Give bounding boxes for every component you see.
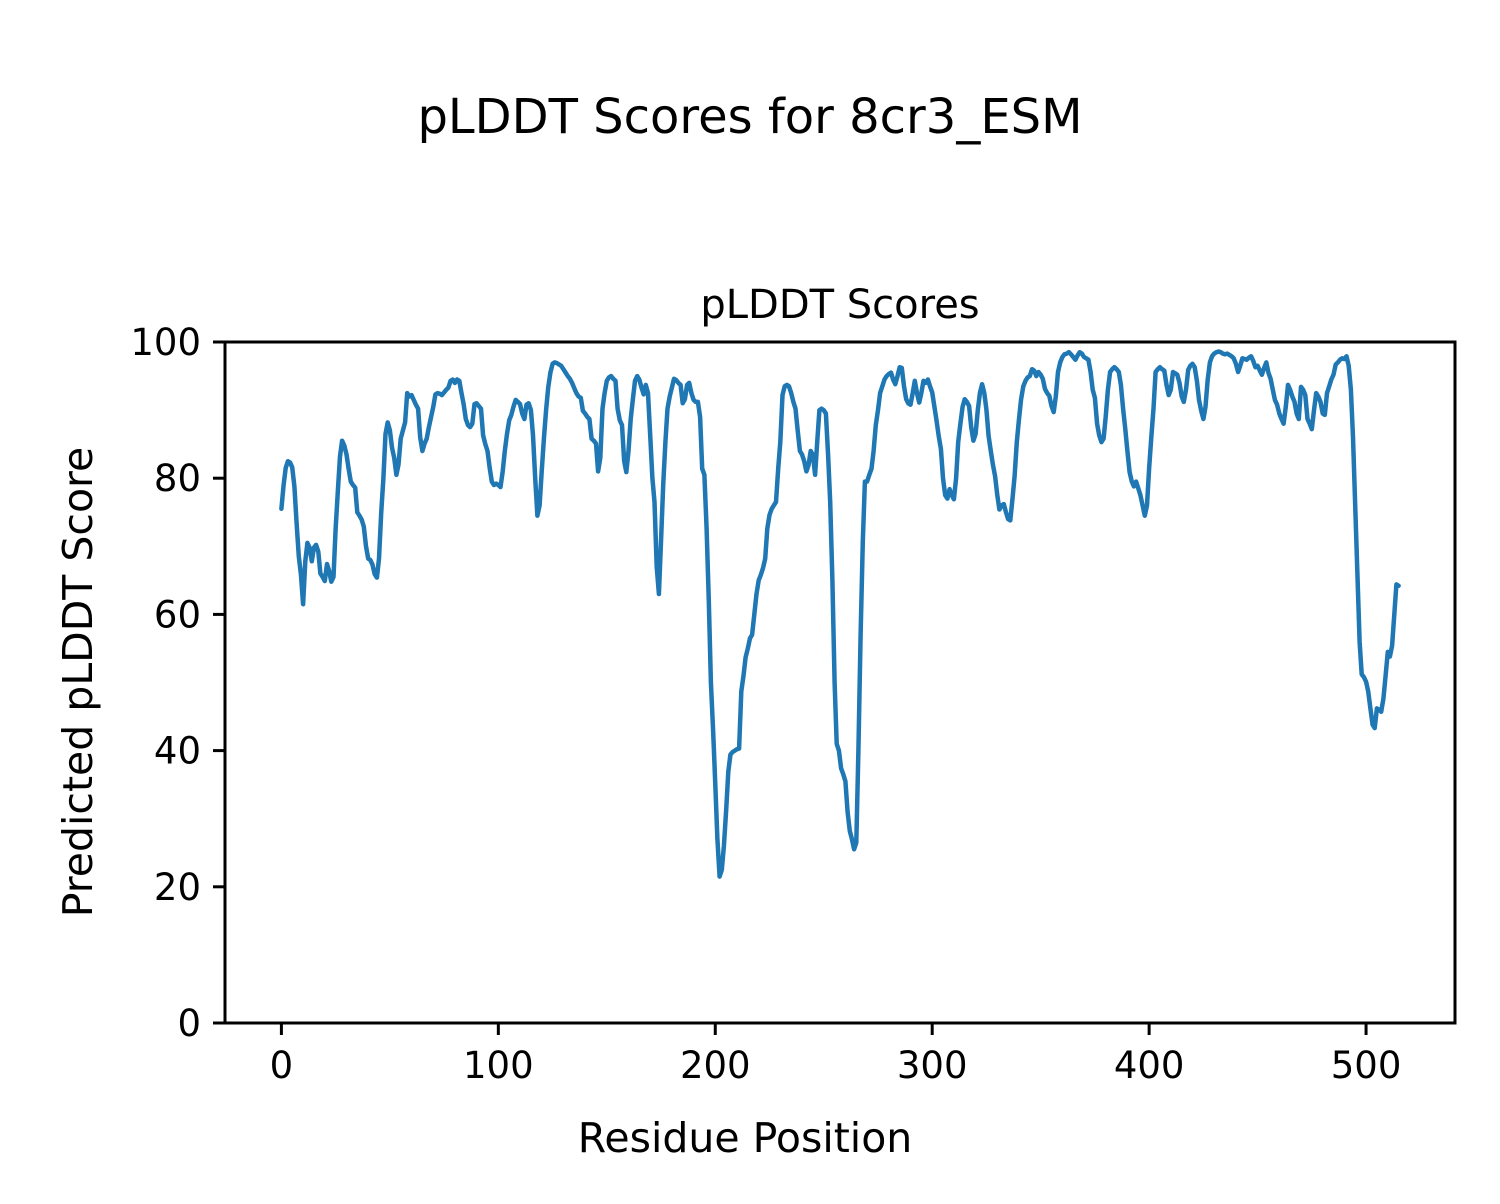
y-tick-label: 80 <box>154 457 201 500</box>
x-tick-label: 500 <box>1331 1044 1402 1087</box>
axes-title: pLDDT Scores <box>700 282 979 328</box>
y-tick-label: 60 <box>154 593 201 636</box>
plot-area <box>223 340 1457 1025</box>
figure-title: pLDDT Scores for 8cr3_ESM <box>417 89 1082 145</box>
y-axis-ticks: 0 20 40 60 80 100 <box>130 321 225 1045</box>
x-tick-label: 300 <box>897 1044 968 1087</box>
y-tick-label: 0 <box>177 1002 201 1045</box>
x-tick-label: 400 <box>1114 1044 1185 1087</box>
x-axis-ticks: 0 100 200 300 400 500 <box>270 1023 1402 1087</box>
y-axis-label: Predicted pLDDT Score <box>54 447 102 917</box>
y-tick-label: 40 <box>154 730 201 773</box>
plddt-line-series <box>279 349 1401 879</box>
x-axis-label: Residue Position <box>578 1114 913 1162</box>
x-tick-label: 0 <box>270 1044 294 1087</box>
x-tick-label: 100 <box>463 1044 534 1087</box>
y-tick-label: 20 <box>154 866 201 909</box>
y-tick-label: 100 <box>130 321 201 364</box>
x-tick-label: 200 <box>680 1044 751 1087</box>
